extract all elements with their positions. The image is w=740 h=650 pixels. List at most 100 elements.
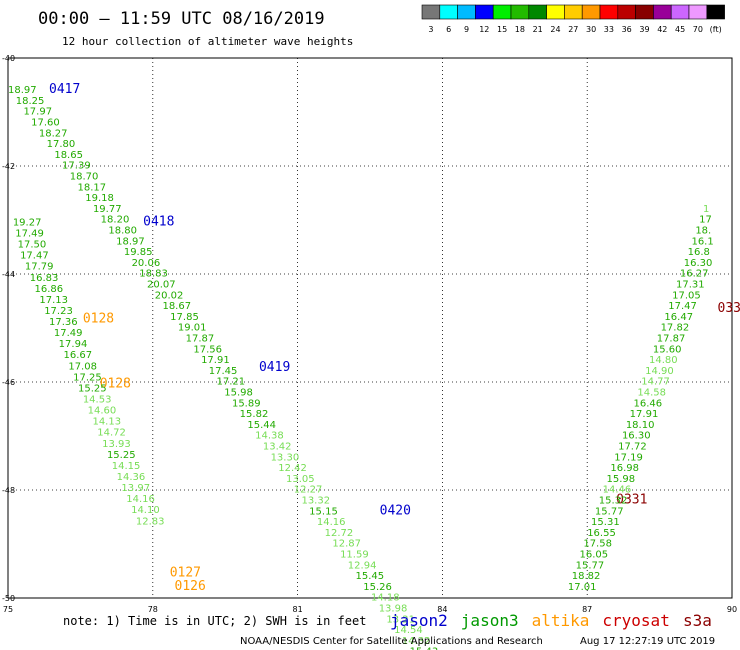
swh-value: 14.46 [603, 485, 632, 496]
swh-value: 14.38 [255, 431, 284, 442]
swh-value: 12.83 [136, 516, 165, 527]
swh-value: 20.07 [147, 280, 176, 291]
swh-value: 15.26 [363, 582, 392, 593]
colorbar-label: 45 [675, 25, 685, 34]
chart-subtitle: 12 hour collection of altimeter wave hei… [62, 35, 353, 48]
x-tick-label: 81 [293, 605, 303, 614]
footer-timestamp: Aug 17 12:27:19 UTC 2019 [580, 636, 715, 647]
swh-value: 15.98 [224, 388, 253, 399]
colorbar-label: 30 [586, 25, 596, 34]
swh-value: 15.77 [595, 506, 624, 517]
pass-label: 0419 [259, 360, 290, 375]
swh-value: 13.05 [286, 474, 315, 485]
swh-value: 14.72 [97, 428, 126, 439]
colorbar-swatch [421, 4, 441, 20]
colorbar-swatch [564, 4, 583, 20]
swh-value: 18.67 [162, 301, 191, 312]
chart-title: 00:00 – 11:59 UTC 08/16/2019 [38, 9, 325, 29]
legend-jason3: jason3 [461, 611, 519, 630]
swh-value: 17.49 [15, 228, 44, 239]
colorbar-swatch [439, 4, 458, 20]
swh-value: 12.42 [278, 463, 307, 474]
swh-value: 17.49 [54, 328, 83, 339]
swh-value: 13.42 [263, 442, 292, 453]
swh-value: 17.50 [18, 240, 47, 251]
footer-credit: NOAA/NESDIS Center for Satellite Applica… [240, 636, 543, 647]
colorbar-swatch [457, 4, 476, 20]
swh-value: 17.80 [47, 139, 76, 150]
y-tick-label: -44 [2, 270, 15, 279]
colorbar-swatch [581, 4, 601, 20]
swh-value: 18.20 [101, 215, 130, 226]
swh-value: 17.79 [25, 262, 54, 273]
swh-value: 19.85 [124, 247, 153, 258]
colorbar-label: 36 [622, 25, 632, 34]
swh-value: 13.30 [271, 452, 300, 463]
pass-label: 0127 [170, 565, 201, 580]
swh-value: 17.87 [186, 334, 215, 345]
swh-value: 15.31 [591, 517, 620, 528]
swh-value: 17.19 [614, 452, 643, 463]
x-tick-label: 75 [3, 605, 13, 614]
colorbar-label: 12 [479, 25, 489, 34]
swh-value: 14.36 [117, 472, 146, 483]
swh-value: 18.27 [39, 128, 68, 139]
swh-value: 17.91 [630, 409, 659, 420]
swh-value: 1 [703, 204, 709, 215]
pass-label: 0420 [380, 503, 411, 518]
swh-value: 16.27 [680, 269, 709, 280]
legend-altika: altika [532, 611, 590, 630]
swh-value: 15.60 [653, 344, 682, 355]
swh-value: 15.32 [599, 496, 628, 507]
swh-value: 18.65 [54, 150, 83, 161]
swh-value: 16.05 [579, 550, 608, 561]
swh-value: 17.13 [39, 295, 68, 306]
y-tick-label: -46 [2, 378, 15, 387]
legend-s3a: s3a [683, 611, 712, 630]
swh-value: 15.98 [607, 474, 636, 485]
swh-value: 17.97 [23, 107, 52, 118]
swh-value: 14.13 [92, 417, 121, 428]
swh-value: 17.94 [59, 339, 88, 350]
colorbar-label: 9 [464, 25, 469, 34]
swh-value: 18.97 [8, 85, 37, 96]
swh-value: 16.30 [684, 258, 713, 269]
swh-value: 18. [695, 226, 711, 237]
swh-value: 17.82 [661, 323, 690, 334]
swh-value: 13.21 [386, 614, 415, 625]
swh-value: 20.02 [155, 290, 184, 301]
swh-value: 17.36 [49, 317, 78, 328]
y-tick-label: -42 [2, 162, 15, 171]
colorbar-swatch [475, 4, 494, 20]
legend-jason2: jason2 [390, 611, 448, 630]
swh-value: 18.83 [139, 269, 168, 280]
swh-value: 14.16 [126, 494, 155, 505]
swh-value: 17.39 [62, 161, 91, 172]
swh-value: 14.16 [317, 517, 346, 528]
swh-value: 18.80 [108, 226, 137, 237]
swh-value: 19.77 [93, 204, 122, 215]
swh-value: 15.15 [309, 506, 338, 517]
swh-value: 16.46 [634, 398, 663, 409]
swh-value: 15.77 [576, 560, 605, 571]
swh-value: 12.87 [332, 539, 361, 550]
legend-cryosat: cryosat [602, 611, 669, 630]
swh-value: 17.31 [676, 280, 705, 291]
swh-value: 12.94 [348, 560, 377, 571]
swh-value: 13.98 [379, 604, 408, 615]
swh-value: 15.89 [232, 398, 261, 409]
swh-value: 14.15 [112, 461, 141, 472]
swh-value: 14.90 [645, 366, 674, 377]
pass-label: 0331 [718, 301, 740, 316]
colorbar-swatch [492, 4, 512, 20]
swh-value: 19.27 [13, 217, 42, 228]
swh-value: 16.8 [688, 247, 710, 258]
swh-value: 16.30 [622, 431, 651, 442]
colorbar-label: 18 [515, 25, 525, 34]
y-tick-label: -40 [2, 54, 15, 63]
colorbar-swatch [670, 4, 690, 20]
swh-value: 17.72 [618, 442, 647, 453]
colorbar-swatch [510, 4, 530, 20]
